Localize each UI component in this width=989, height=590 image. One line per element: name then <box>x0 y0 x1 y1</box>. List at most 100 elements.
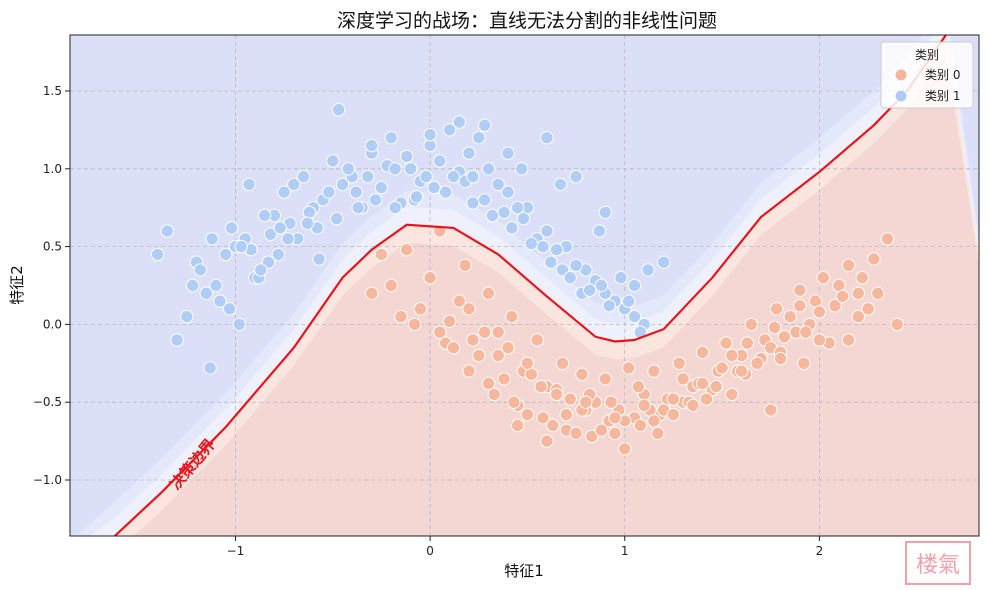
class-0-point <box>793 299 807 313</box>
class-0-point <box>579 395 593 409</box>
class-1-point <box>170 333 184 347</box>
class-0-point <box>699 392 714 406</box>
class-0-point <box>769 302 784 316</box>
class-1-point <box>341 162 355 176</box>
class-1-point <box>349 185 363 199</box>
class-0-point <box>491 348 505 363</box>
class-1-point <box>472 131 486 145</box>
class-1-point <box>209 278 223 293</box>
class-1-point <box>312 252 326 266</box>
class-1-point <box>374 180 389 195</box>
legend-entry-class-0: 类别 0 <box>925 68 960 82</box>
class-1-point <box>263 227 278 241</box>
class-0-point <box>777 330 792 344</box>
class-1-point <box>501 146 515 160</box>
class-1-point <box>234 239 249 254</box>
class-0-point <box>598 372 612 386</box>
class-0-point <box>511 418 525 433</box>
x-axis-ticks: −1 0 1 2 <box>227 536 824 558</box>
class-0-point <box>890 317 904 332</box>
watermark-text: 楼氣 <box>916 553 960 578</box>
class-0-point <box>520 407 535 422</box>
class-1-point <box>433 154 447 168</box>
class-1-point <box>466 169 480 184</box>
plot-frame <box>69 34 980 537</box>
class-1-point <box>462 146 476 160</box>
class-0-point <box>651 426 665 440</box>
class-1-point <box>277 185 291 199</box>
class-0-point <box>458 258 472 272</box>
class-0-point <box>621 361 636 375</box>
class-1-point <box>549 243 564 257</box>
class-0-point <box>672 356 686 370</box>
class-0-point <box>604 395 618 409</box>
class-1-point <box>180 309 194 324</box>
class-0-point <box>880 232 895 246</box>
class-0-point <box>487 387 501 402</box>
x-tick-label: 2 <box>816 544 824 558</box>
class-1-point <box>439 185 453 199</box>
class-0-point <box>423 271 437 285</box>
class-0-point <box>569 426 583 440</box>
class-1-point <box>544 255 558 269</box>
class-1-point <box>583 283 597 297</box>
class-1-point <box>322 185 336 199</box>
x-tick-label: 1 <box>621 544 629 558</box>
class-0-point <box>384 278 398 293</box>
class-0-point <box>442 314 457 328</box>
class-0-point <box>855 271 869 285</box>
legend-marker-class-0 <box>894 68 908 82</box>
class-1-point <box>335 177 350 192</box>
class-1-point <box>524 236 538 251</box>
class-0-point <box>750 356 764 370</box>
class-0-point <box>413 302 428 316</box>
class-1-point <box>501 185 515 199</box>
y-tick-label: −0.5 <box>33 395 62 409</box>
class-0-point <box>666 407 681 422</box>
class-0-point <box>841 333 856 347</box>
class-1-point <box>536 239 550 254</box>
class-0-point <box>836 289 850 304</box>
class-1-point <box>514 162 529 176</box>
class-1-point <box>621 294 636 308</box>
class-1-point <box>427 180 441 195</box>
class-1-point <box>287 177 301 192</box>
class-0-point <box>555 356 570 370</box>
class-0-point <box>608 426 622 440</box>
class-0-point <box>585 429 599 444</box>
class-1-point <box>569 169 583 184</box>
class-1-point <box>219 247 233 262</box>
class-1-point <box>222 302 237 316</box>
watermark-stamp: 楼氣 <box>905 541 971 585</box>
class-1-point <box>477 118 492 132</box>
class-1-point <box>213 294 227 308</box>
class-0-point <box>477 325 492 339</box>
class-1-point <box>540 224 554 238</box>
class-1-point <box>257 208 272 223</box>
x-tick-label: −1 <box>227 544 245 558</box>
class-0-point <box>709 379 723 394</box>
class-0-point <box>446 341 461 355</box>
class-1-point <box>281 232 295 246</box>
class-0-point <box>725 348 739 363</box>
class-1-point <box>193 263 208 277</box>
x-axis-label: 特征1 <box>504 562 544 580</box>
class-1-point <box>446 169 461 184</box>
class-0-point <box>501 341 515 355</box>
class-0-point <box>725 387 739 402</box>
class-1-point <box>452 115 466 129</box>
class-1-point <box>232 317 247 332</box>
legend-marker-class-1 <box>894 89 908 103</box>
class-1-point <box>150 247 165 262</box>
class-1-point <box>505 221 519 235</box>
class-0-point <box>497 372 511 386</box>
class-1-point <box>302 205 317 220</box>
class-1-point <box>657 255 671 269</box>
class-0-point <box>695 345 710 360</box>
chart-title: 深度学习的战场：直线无法分割的非线性问题 <box>337 10 717 32</box>
class-1-point <box>641 263 655 277</box>
class-1-point <box>481 162 496 176</box>
class-0-point <box>462 302 476 316</box>
class-1-point <box>497 205 511 220</box>
